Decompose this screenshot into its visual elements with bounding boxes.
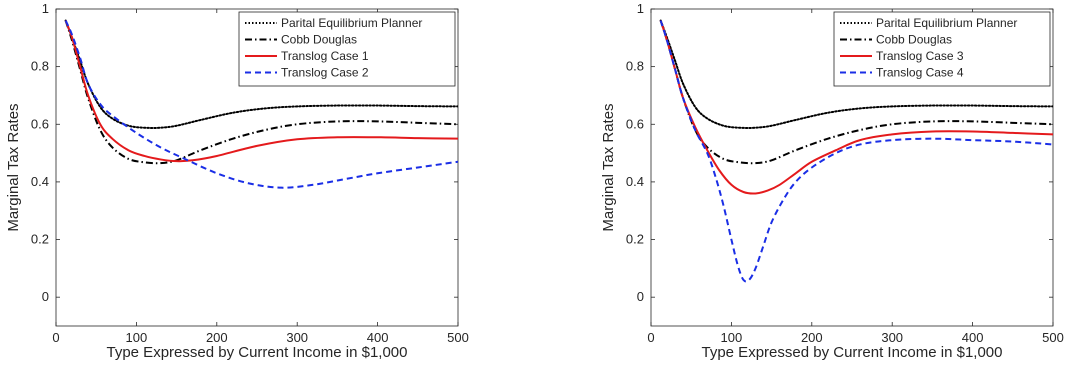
x-tick-label: 300	[286, 330, 308, 345]
legend: Parital Equilibrium Planner Cobb Douglas T…	[238, 11, 456, 87]
series-line-1	[659, 19, 1053, 129]
x-tick-label: 200	[206, 330, 228, 345]
y-tick-label: 1	[42, 1, 49, 16]
y-tick-label: 0	[42, 289, 49, 304]
x-tick-label: 0	[52, 330, 59, 345]
x-tick-label: 200	[801, 330, 823, 345]
y-tick-label: 0.4	[31, 174, 49, 189]
y-tick-label: 0.6	[31, 116, 49, 131]
legend-box	[238, 11, 456, 87]
legend-label: Translog Case 2	[281, 66, 369, 80]
legend-label: Translog Case 3	[876, 49, 964, 63]
x-tick-label: 500	[1042, 330, 1064, 345]
y-axis-label: Marginal Tax Rates	[600, 103, 617, 231]
y-tick-label: 0.2	[626, 232, 644, 247]
x-tick-label: 400	[962, 330, 984, 345]
legend-label: Parital Equilibrium Planner	[281, 16, 422, 30]
y-tick-label: 0.8	[626, 59, 644, 74]
y-tick-label: 0.8	[31, 59, 49, 74]
y-tick-label: 0.6	[626, 116, 644, 131]
legend-box	[833, 11, 1051, 87]
x-axis-label: Type Expressed by Current Income in $1,0…	[702, 344, 1003, 361]
x-tick-label: 500	[447, 330, 469, 345]
x-tick-label: 400	[367, 330, 389, 345]
series-line-4	[64, 20, 458, 189]
plot-area	[650, 8, 1054, 327]
x-axis-label: Type Expressed by Current Income in $1,0…	[107, 344, 408, 361]
x-tick-label: 100	[721, 330, 743, 345]
chart-panel-2: 0 100 200 300 400 500 0 0.2 0.4 0.6 0.8 1 Type Expre…	[600, 1, 1064, 361]
y-tick-label: 0	[637, 289, 644, 304]
legend-label: Translog Case 1	[281, 49, 369, 63]
x-tick-label: 300	[881, 330, 903, 345]
legend-label: Parital Equilibrium Planner	[876, 16, 1017, 30]
legend-label: Cobb Douglas	[876, 33, 952, 47]
legend-label: Cobb Douglas	[281, 33, 357, 47]
series-line-4	[659, 20, 1053, 283]
legend-label: Translog Case 4	[876, 66, 964, 80]
y-tick-label: 0.2	[31, 232, 49, 247]
legend: Parital Equilibrium Planner Cobb Douglas T…	[833, 11, 1051, 87]
x-tick-label: 0	[647, 330, 654, 345]
y-tick-label: 0.4	[626, 174, 644, 189]
chart-panel-1: 0 100 200 300 400 500 0 0.2 0.4 0.6 0.8 1 Type Expre…	[5, 1, 469, 361]
x-tick-label: 100	[126, 330, 148, 345]
y-tick-label: 1	[637, 1, 644, 16]
plot-area	[55, 8, 459, 327]
y-axis-label: Marginal Tax Rates	[5, 103, 22, 231]
series-line-3	[64, 20, 458, 163]
